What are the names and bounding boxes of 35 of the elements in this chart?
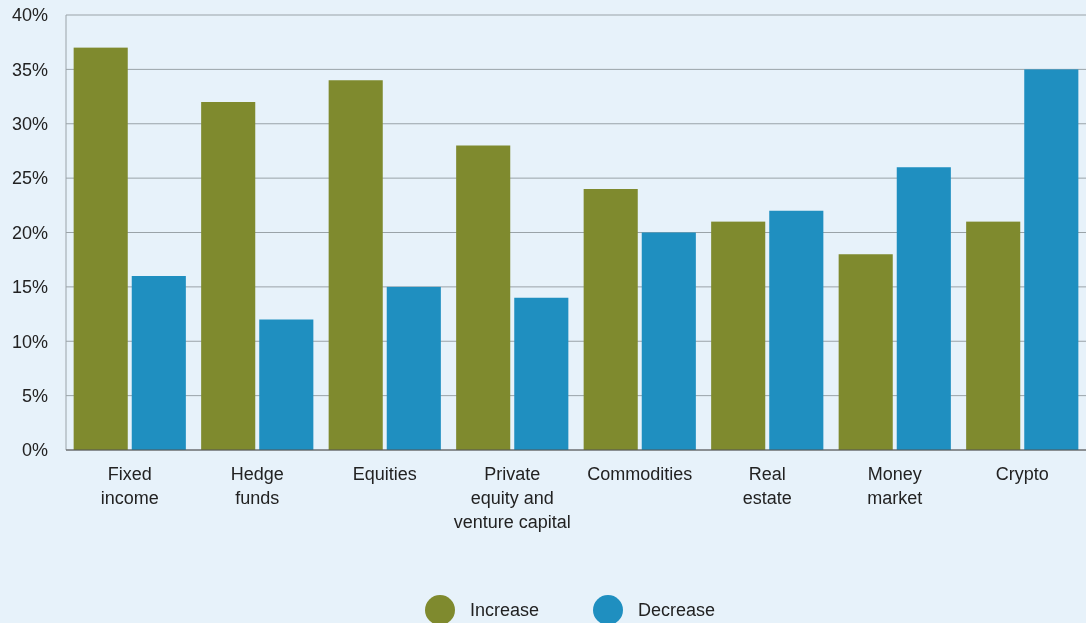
bar — [259, 319, 314, 450]
y-tick-label: 25% — [11, 168, 48, 189]
y-tick-label: 40% — [11, 5, 48, 26]
x-tick-label: Hedge funds — [230, 464, 284, 508]
legend-label: Decrease — [638, 600, 716, 621]
x-tick-label: Real estate — [742, 464, 792, 508]
bar — [131, 276, 186, 450]
bar — [456, 145, 511, 450]
legend-label: Increase — [470, 600, 540, 621]
y-tick-label: 0% — [21, 440, 48, 461]
y-tick-label: 10% — [11, 331, 48, 352]
bar — [896, 167, 951, 450]
x-tick-label: Commodities — [587, 464, 693, 484]
bar — [711, 221, 766, 450]
y-tick-label: 20% — [11, 222, 48, 243]
x-tick-label: Private equity and venture capital — [453, 464, 571, 532]
bar — [583, 189, 638, 450]
bar — [838, 254, 893, 450]
bar — [201, 102, 256, 450]
bar — [73, 47, 128, 450]
x-tick-label: Equities — [352, 464, 417, 484]
bar — [328, 80, 383, 450]
x-tick-label: Crypto — [995, 464, 1049, 484]
y-tick-label: 15% — [11, 277, 48, 298]
x-tick-label: Money market — [867, 464, 923, 508]
bar — [966, 221, 1021, 450]
y-tick-label: 30% — [11, 114, 48, 135]
bar — [1024, 69, 1079, 450]
y-tick-label: 35% — [11, 59, 48, 80]
x-tick-label: Fixed income — [100, 464, 159, 508]
bar — [641, 232, 696, 450]
bar — [514, 297, 569, 450]
y-tick-label: 5% — [21, 385, 48, 406]
bar — [769, 210, 824, 450]
bar — [386, 286, 441, 450]
